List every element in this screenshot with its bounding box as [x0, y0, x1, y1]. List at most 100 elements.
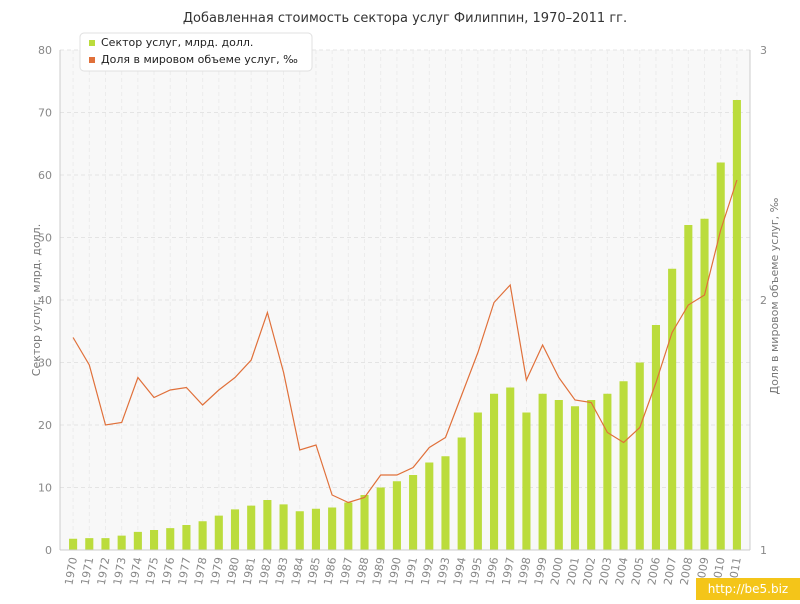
x-tick-label: 1982	[257, 556, 275, 586]
bar	[360, 495, 369, 550]
bar	[700, 218, 709, 550]
x-tick-label: 1971	[79, 556, 97, 586]
left-tick-label: 80	[38, 44, 52, 57]
x-tick-label: 1980	[224, 556, 242, 586]
bar	[716, 162, 725, 550]
x-tick-label: 2004	[613, 556, 631, 586]
bar	[473, 412, 482, 550]
chart-title: Добавленная стоимость сектора услуг Фили…	[183, 11, 627, 26]
bar	[247, 505, 256, 550]
legend-swatch-bar	[89, 40, 95, 46]
x-tick-label: 1995	[467, 556, 485, 586]
bar	[425, 462, 434, 550]
x-tick-label: 1981	[240, 556, 258, 586]
bar	[457, 437, 466, 550]
x-tick-label: 1973	[111, 556, 129, 586]
left-tick-label: 60	[38, 169, 52, 182]
left-tick-label: 50	[38, 232, 52, 245]
bar	[69, 538, 78, 550]
x-tick-label: 1997	[500, 556, 518, 586]
left-tick-label: 70	[38, 107, 52, 120]
left-tick-label: 20	[38, 419, 52, 432]
bar	[587, 400, 596, 550]
bar	[619, 381, 628, 550]
x-tick-label: 1970	[62, 556, 80, 586]
x-tick-label: 1990	[386, 556, 404, 586]
right-tick-label: 2	[760, 294, 767, 307]
legend-label-bar: Сектор услуг, млрд. долл.	[101, 36, 253, 49]
bar-series	[69, 100, 741, 550]
x-tick-label: 1979	[208, 556, 226, 586]
x-tick-label: 1987	[338, 556, 356, 586]
bar	[506, 387, 515, 550]
x-tick-label: 1977	[176, 556, 194, 586]
bar	[133, 531, 142, 550]
right-tick-label: 1	[760, 544, 767, 557]
bar	[279, 504, 288, 550]
bar	[117, 535, 126, 550]
bar	[732, 100, 741, 550]
x-tick-label: 1998	[516, 556, 534, 586]
x-axis-ticks: 1970197119721973197419751976197719781979…	[62, 556, 743, 586]
bar	[522, 412, 531, 550]
x-tick-label: 2006	[645, 556, 663, 586]
x-tick-label: 1991	[402, 556, 420, 586]
bar	[101, 538, 110, 550]
x-tick-label: 1975	[143, 556, 161, 586]
legend-swatch-line	[89, 57, 95, 63]
line-series	[72, 179, 738, 504]
bar	[392, 481, 401, 550]
x-tick-label: 1994	[451, 556, 469, 586]
left-tick-label: 30	[38, 357, 52, 370]
bar	[651, 325, 660, 550]
x-tick-label: 1974	[127, 556, 145, 586]
x-tick-label: 2002	[580, 556, 598, 586]
bar	[684, 225, 693, 550]
bar	[230, 509, 240, 550]
bar	[263, 500, 272, 550]
legend-label-line: Доля в мировом объеме услуг, ‰	[101, 53, 298, 66]
share-line	[72, 179, 738, 504]
x-tick-label: 1999	[532, 556, 550, 586]
left-axis-ticks: 0 10 20 30 40 50 60 70 80	[38, 44, 52, 557]
left-tick-label: 10	[38, 482, 52, 495]
x-tick-label: 1976	[160, 556, 178, 586]
bar	[538, 393, 547, 550]
bar	[85, 538, 94, 550]
bar	[311, 508, 320, 550]
x-tick-label: 1983	[273, 556, 291, 586]
x-tick-label: 1985	[305, 556, 323, 586]
x-tick-label: 1988	[354, 556, 372, 586]
legend-box	[79, 32, 313, 72]
x-tick-label: 1996	[483, 556, 501, 586]
bar	[409, 475, 418, 550]
bar	[376, 487, 385, 550]
watermark-link[interactable]: http://be5.biz	[696, 578, 800, 600]
bar	[344, 502, 353, 550]
x-tick-label: 1993	[435, 556, 453, 586]
x-tick-label: 1972	[95, 556, 113, 586]
bar	[295, 511, 304, 550]
bar	[635, 362, 644, 550]
x-tick-label: 2008	[678, 556, 696, 586]
x-tick-label: 2003	[597, 556, 615, 586]
bar	[441, 456, 450, 550]
bar	[668, 268, 677, 550]
legend: Сектор услуг, млрд. долл. Доля в мировом…	[79, 32, 313, 72]
bar	[570, 406, 580, 550]
bar	[214, 515, 223, 550]
bar	[198, 521, 207, 550]
right-tick-label: 3	[760, 44, 767, 57]
left-tick-label: 40	[38, 294, 52, 307]
x-tick-label: 1992	[419, 556, 437, 586]
bar	[328, 507, 337, 550]
right-axis-ticks: 1 2 3	[760, 44, 767, 557]
x-tick-label: 2005	[629, 556, 647, 586]
x-tick-label: 2000	[548, 556, 566, 586]
x-tick-label: 2007	[661, 556, 679, 586]
x-tick-label: 1989	[370, 556, 388, 586]
x-tick-label: 2001	[564, 556, 582, 586]
x-tick-label: 1984	[289, 556, 307, 586]
